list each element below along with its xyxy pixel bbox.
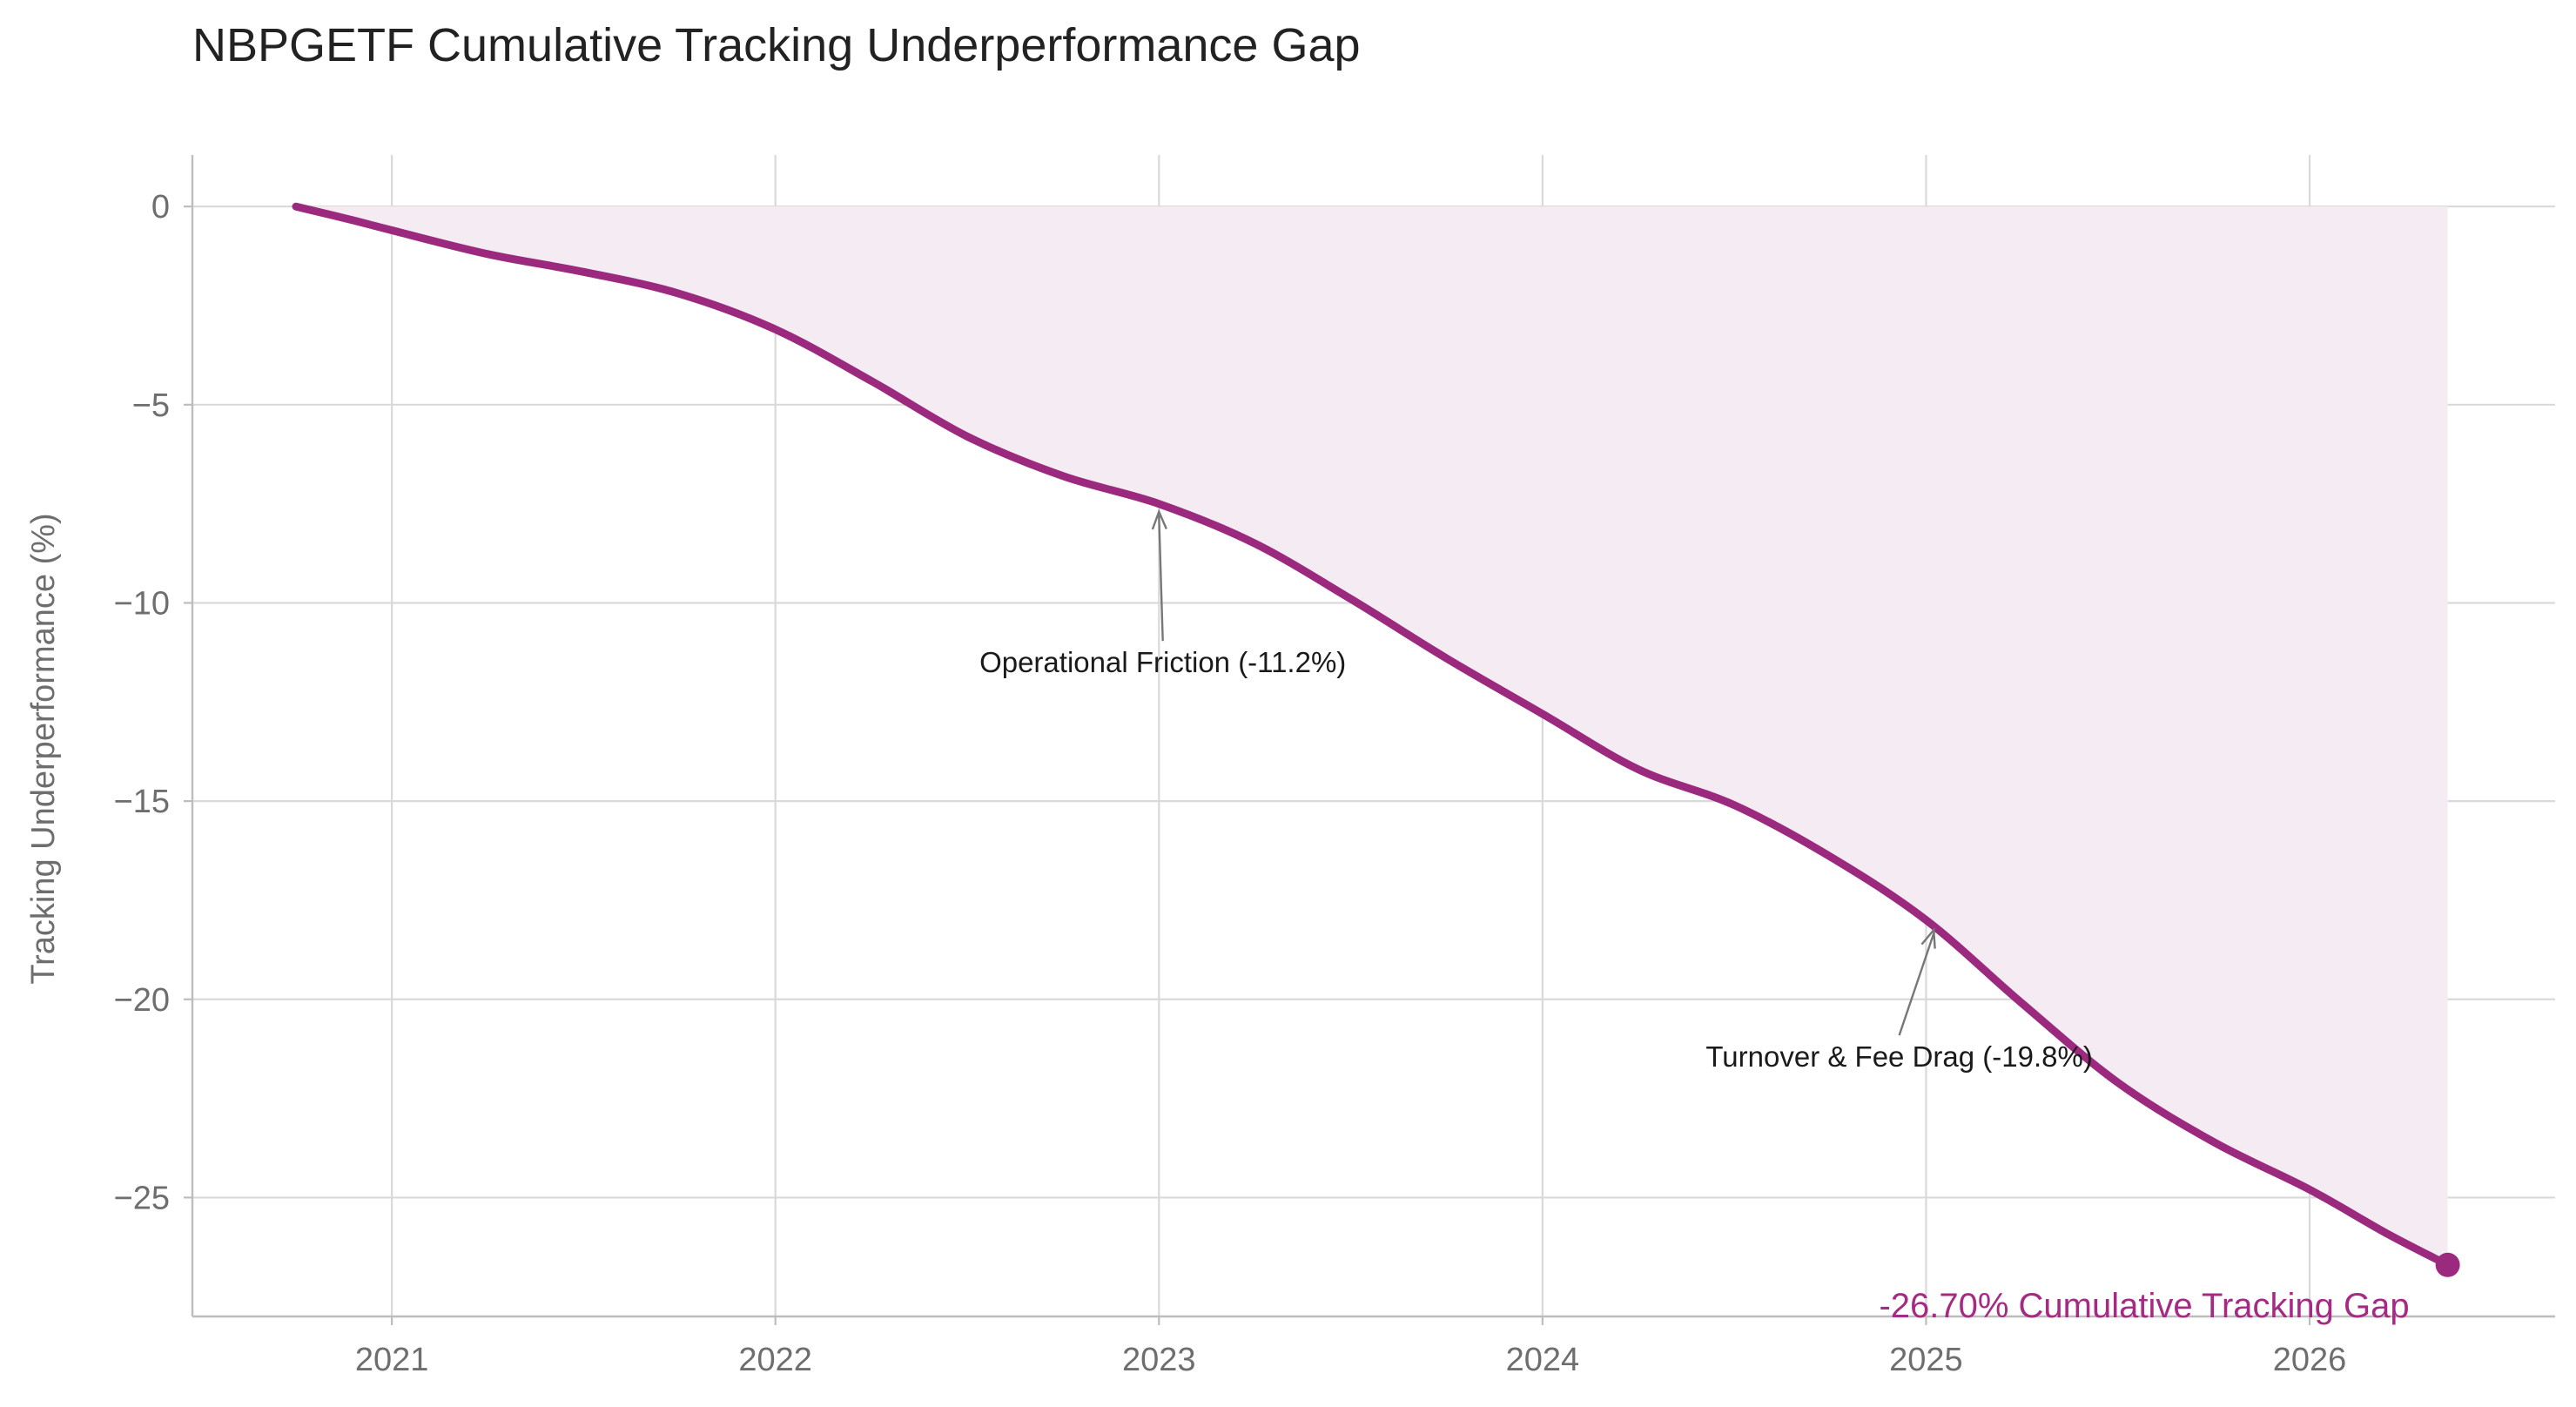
final-point-marker: [2435, 1252, 2460, 1277]
y-tick-label: 0: [151, 189, 170, 226]
annotations: -26.70% Cumulative Tracking Gap Operation…: [979, 508, 2410, 1325]
y-tick-label: −5: [132, 387, 170, 424]
annotation-arrow-head: [1920, 927, 1936, 949]
axes: [191, 155, 2555, 1318]
series-line-layer: [292, 202, 2460, 1277]
y-tick-label: −25: [114, 1180, 170, 1216]
annotation-arrow-shaft: [1158, 515, 1164, 642]
area-under-curve: [296, 206, 2448, 1265]
x-tick-label: 2026: [2273, 1342, 2347, 1378]
annotation-arrow-shaft: [1898, 932, 1935, 1036]
x-tick-label: 2023: [1122, 1342, 1196, 1378]
area-fill: [296, 206, 2448, 1265]
tick-labels: 2021 2022 2023 2024 2025 2026 0 −5 −10 −15 −20 −25: [114, 189, 2347, 1378]
y-tick-label: −10: [114, 585, 170, 622]
y-tick-label: −20: [114, 982, 170, 1019]
annotation-label: Operational Friction (-11.2%): [979, 646, 1346, 678]
x-tick-label: 2022: [738, 1342, 812, 1378]
annotation-arrow-head: [1151, 508, 1167, 530]
x-tick-label: 2024: [1506, 1342, 1580, 1378]
x-tick-label: 2025: [1889, 1342, 1963, 1378]
final-point-label: -26.70% Cumulative Tracking Gap: [1879, 1287, 2409, 1325]
y-axis-label: Tracking Underperformance (%): [25, 513, 62, 984]
series-line: [292, 202, 2452, 1269]
x-tick-label: 2021: [355, 1342, 429, 1378]
chart-title: NBPGETF Cumulative Tracking Underperform…: [192, 19, 1361, 71]
y-tick-label: −15: [114, 784, 170, 820]
annotation-label: Turnover & Fee Drag (-19.8%): [1705, 1040, 2092, 1073]
